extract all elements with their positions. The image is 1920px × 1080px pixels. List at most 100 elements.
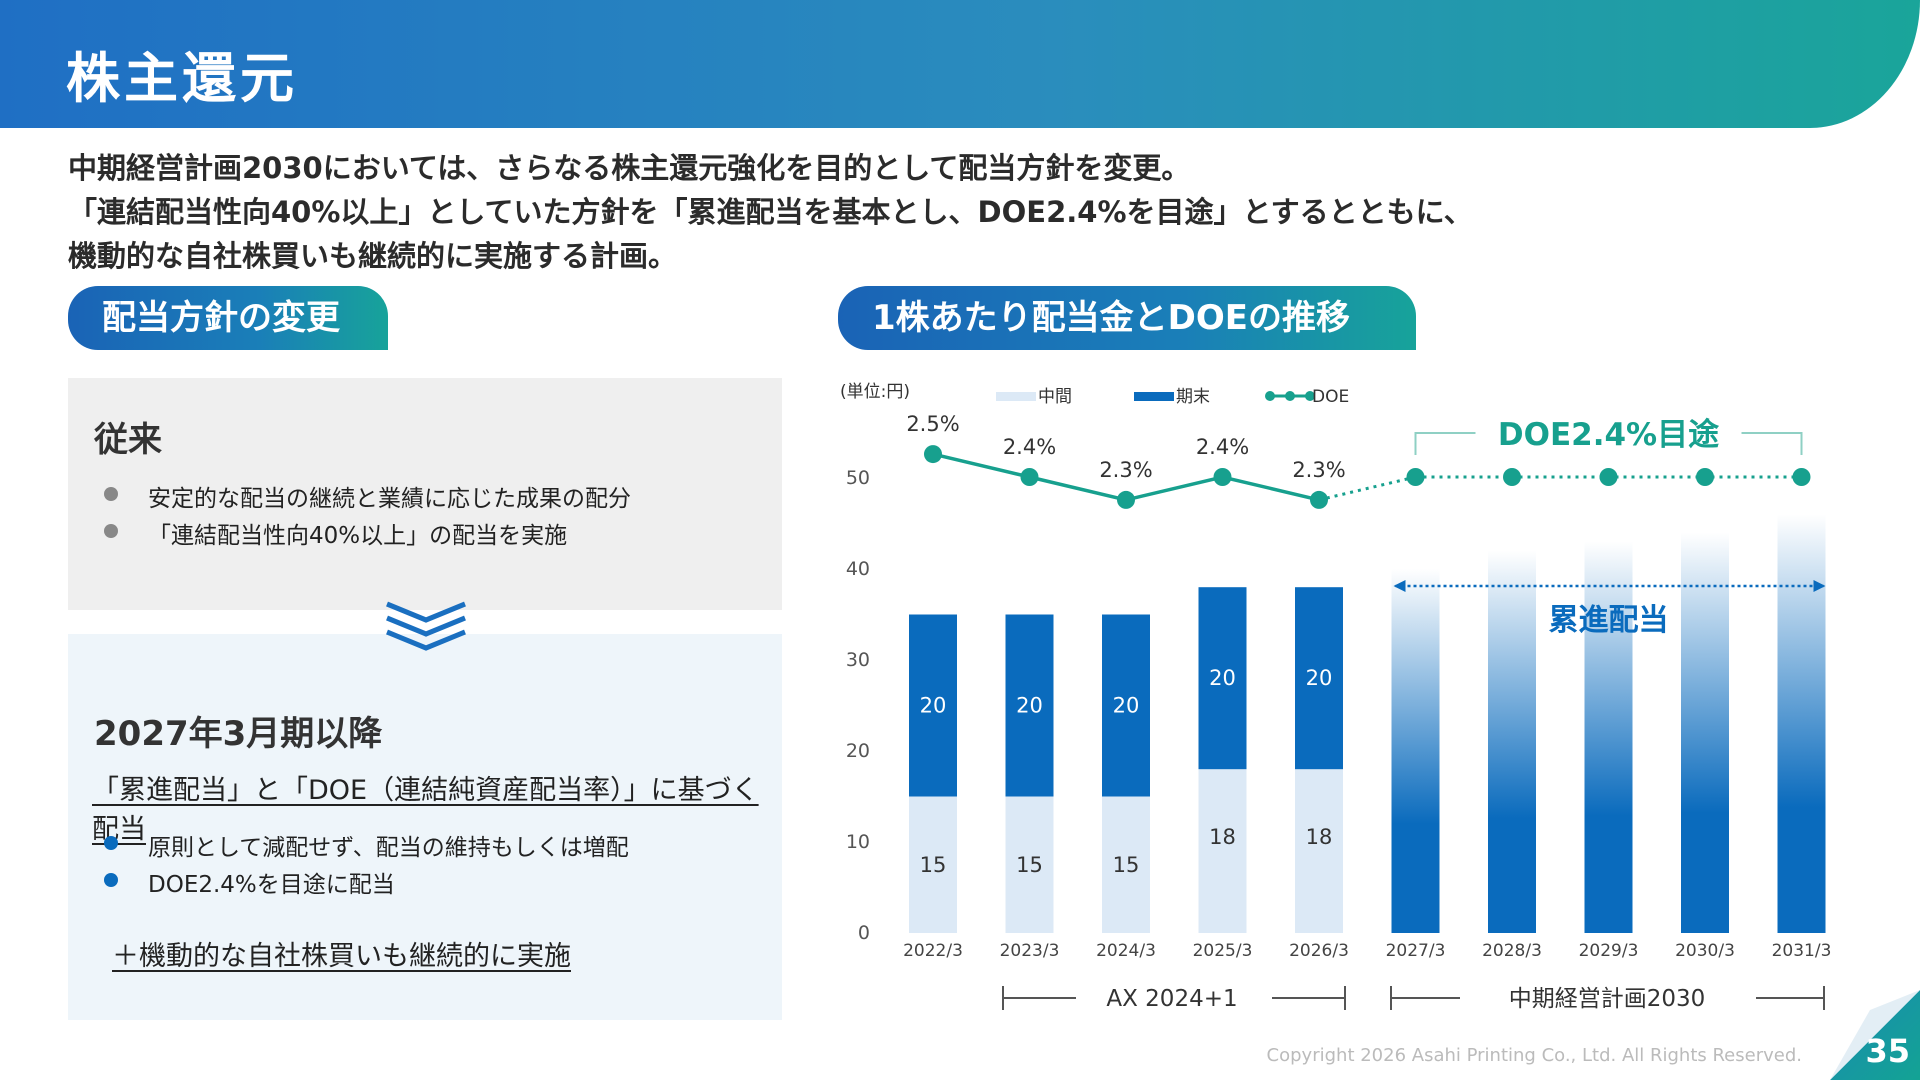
new-policy-box: 2027年3月期以降 「累進配当」と「DOE（連結純資産配当率）」に基づく配当 … bbox=[68, 634, 782, 1020]
old-bullet: 「連結配当性向40%以上」の配当を実施 bbox=[68, 516, 567, 550]
doe-bracket-right bbox=[1741, 432, 1803, 455]
chevron-down-icon bbox=[386, 601, 466, 651]
bar-forecast bbox=[1391, 569, 1440, 933]
page-title: 株主還元 bbox=[66, 47, 298, 110]
header-bar: 株主還元 bbox=[0, 0, 1920, 128]
bar-yearend bbox=[1198, 587, 1247, 770]
doe-value-label: 2.4% bbox=[1003, 435, 1056, 459]
progressive-label: 累進配当 bbox=[1549, 603, 1669, 638]
y-tick-label: 10 bbox=[846, 831, 870, 853]
new-bullet: DOE2.4%を目途に配当 bbox=[68, 865, 395, 899]
old-policy-title: 従来 bbox=[94, 420, 162, 460]
new-bullet-text: DOE2.4%を目途に配当 bbox=[148, 872, 395, 898]
old-policy-box: 従来 安定的な配当の継続と業績に応じた成果の配分 「連結配当性向40%以上」の配… bbox=[68, 378, 782, 610]
bar-forecast bbox=[1488, 550, 1536, 933]
doe-point bbox=[1310, 490, 1328, 509]
period1-label: AX 2024+1 bbox=[1106, 986, 1237, 1012]
gray-bullet-icon bbox=[104, 524, 118, 538]
x-tick-label: 2030/3 bbox=[1675, 941, 1735, 961]
buyback-note: ＋機動的な自社株買いも継続的に実施 bbox=[112, 941, 571, 972]
old-bullet-text: 安定的な配当の継続と業績に応じた成果の配分 bbox=[148, 486, 631, 512]
bar-forecast bbox=[1777, 514, 1826, 933]
doe-point bbox=[1117, 490, 1135, 509]
legend-doe-marker bbox=[1265, 391, 1275, 401]
y-tick-label: 50 bbox=[846, 467, 870, 489]
new-policy-subtitle: 「累進配当」と「DOE（連結純資産配当率）」に基づく配当 bbox=[92, 775, 759, 845]
x-tick-label: 2023/3 bbox=[1000, 941, 1060, 961]
doe-point bbox=[1503, 468, 1521, 486]
policy-change-tab: 配当方針の変更 bbox=[68, 286, 388, 350]
x-tick-label: 2031/3 bbox=[1772, 941, 1832, 961]
x-tick-label: 2028/3 bbox=[1482, 941, 1542, 961]
bar-forecast bbox=[1584, 541, 1633, 933]
y-tick-label: 40 bbox=[846, 558, 870, 580]
bar-yearend bbox=[1102, 614, 1150, 797]
doe-line-transition bbox=[1318, 475, 1416, 502]
page-number: 35 bbox=[1865, 1032, 1910, 1070]
x-tick-label: 2025/3 bbox=[1193, 941, 1253, 961]
doe-value-label: 2.3% bbox=[1292, 458, 1345, 482]
arrow-right-icon bbox=[1813, 580, 1826, 592]
doe-point bbox=[924, 445, 942, 464]
bar-yearend-value: 20 bbox=[1113, 694, 1140, 718]
dividend-doe-chart: (単位:円) 中間 期末 DOE 0 10 20 30 40 50 15 20 2022/3 15 20 20… bbox=[840, 382, 1832, 1012]
x-tick-label: 2029/3 bbox=[1579, 941, 1639, 961]
intro-line-1: 中期経営計画2030においては、さらなる株主還元強化を目的として配当方針を変更。 bbox=[68, 151, 1191, 185]
bar-yearend-value: 20 bbox=[920, 694, 947, 718]
new-bullet: 原則として減配せず、配当の維持もしくは増配 bbox=[68, 828, 629, 862]
x-tick-label: 2024/3 bbox=[1096, 941, 1156, 961]
bar-interim-value: 15 bbox=[1113, 853, 1140, 877]
legend-doe-marker bbox=[1285, 391, 1295, 401]
doe-point bbox=[1792, 468, 1811, 486]
gray-bullet-icon bbox=[104, 487, 118, 501]
bar-forecast bbox=[1681, 532, 1729, 933]
x-tick-label: 2026/3 bbox=[1289, 941, 1349, 961]
bar-interim-value: 18 bbox=[1209, 825, 1236, 849]
copyright: Copyright 2026 Asahi Printing Co., Ltd. … bbox=[1266, 1045, 1802, 1066]
bar-interim bbox=[1198, 769, 1247, 933]
old-bullet-text: 「連結配当性向40%以上」の配当を実施 bbox=[148, 523, 568, 549]
y-tick-label: 0 bbox=[858, 922, 870, 944]
doe-bracket-left bbox=[1414, 432, 1476, 455]
bar-interim-value: 15 bbox=[1016, 853, 1043, 877]
doe-point bbox=[1213, 468, 1232, 486]
legend-yearend-swatch bbox=[1134, 392, 1174, 401]
legend-yearend-label: 期末 bbox=[1176, 387, 1210, 407]
old-bullet: 安定的な配当の継続と業績に応じた成果の配分 bbox=[68, 479, 631, 513]
blue-bullet-icon bbox=[104, 873, 118, 887]
bar-yearend-value: 20 bbox=[1209, 666, 1236, 690]
doe-point bbox=[1696, 468, 1714, 486]
doe-target-label: DOE2.4%目途 bbox=[1498, 417, 1719, 453]
period2-label: 中期経営計画2030 bbox=[1509, 986, 1706, 1012]
x-tick-label: 2022/3 bbox=[903, 941, 963, 961]
bar-yearend-value: 20 bbox=[1016, 694, 1043, 718]
intro-text: 中期経営計画2030においては、さらなる株主還元強化を目的として配当方針を変更。… bbox=[68, 146, 1768, 278]
bar-yearend bbox=[909, 614, 957, 797]
dividend-trend-tab: 1株あたり配当金とDOEの推移 bbox=[838, 286, 1416, 350]
new-policy-title: 2027年3月期以降 bbox=[94, 714, 383, 754]
page-corner-decoration bbox=[1830, 990, 1920, 1080]
bar-interim bbox=[909, 796, 957, 933]
y-tick-label: 20 bbox=[846, 740, 870, 762]
bar-interim bbox=[1005, 796, 1054, 933]
bar-interim-value: 15 bbox=[920, 853, 947, 877]
legend-doe-marker bbox=[1305, 391, 1315, 401]
bar-yearend-value: 20 bbox=[1306, 666, 1333, 690]
bar-interim bbox=[1295, 769, 1343, 933]
doe-point bbox=[1599, 468, 1618, 486]
legend-doe-label: DOE bbox=[1312, 387, 1349, 407]
legend-interim-label: 中間 bbox=[1038, 387, 1072, 407]
unit-label: (単位:円) bbox=[840, 382, 910, 402]
bar-yearend bbox=[1295, 587, 1343, 770]
new-bullet-text: 原則として減配せず、配当の維持もしくは増配 bbox=[148, 835, 629, 861]
doe-point bbox=[1406, 468, 1425, 486]
bar-interim-value: 18 bbox=[1306, 825, 1333, 849]
bar-yearend bbox=[1005, 614, 1054, 797]
doe-value-label: 2.4% bbox=[1196, 435, 1249, 459]
doe-value-label: 2.3% bbox=[1099, 458, 1152, 482]
x-tick-label: 2027/3 bbox=[1386, 941, 1446, 961]
intro-line-3: 機動的な自社株買いも継続的に実施する計画。 bbox=[68, 239, 678, 273]
legend-interim-swatch bbox=[996, 392, 1036, 401]
intro-line-2: 「連結配当性向40%以上」としていた方針を「累進配当を基本とし、DOE2.4%を… bbox=[68, 195, 1473, 229]
doe-point bbox=[1020, 468, 1039, 486]
